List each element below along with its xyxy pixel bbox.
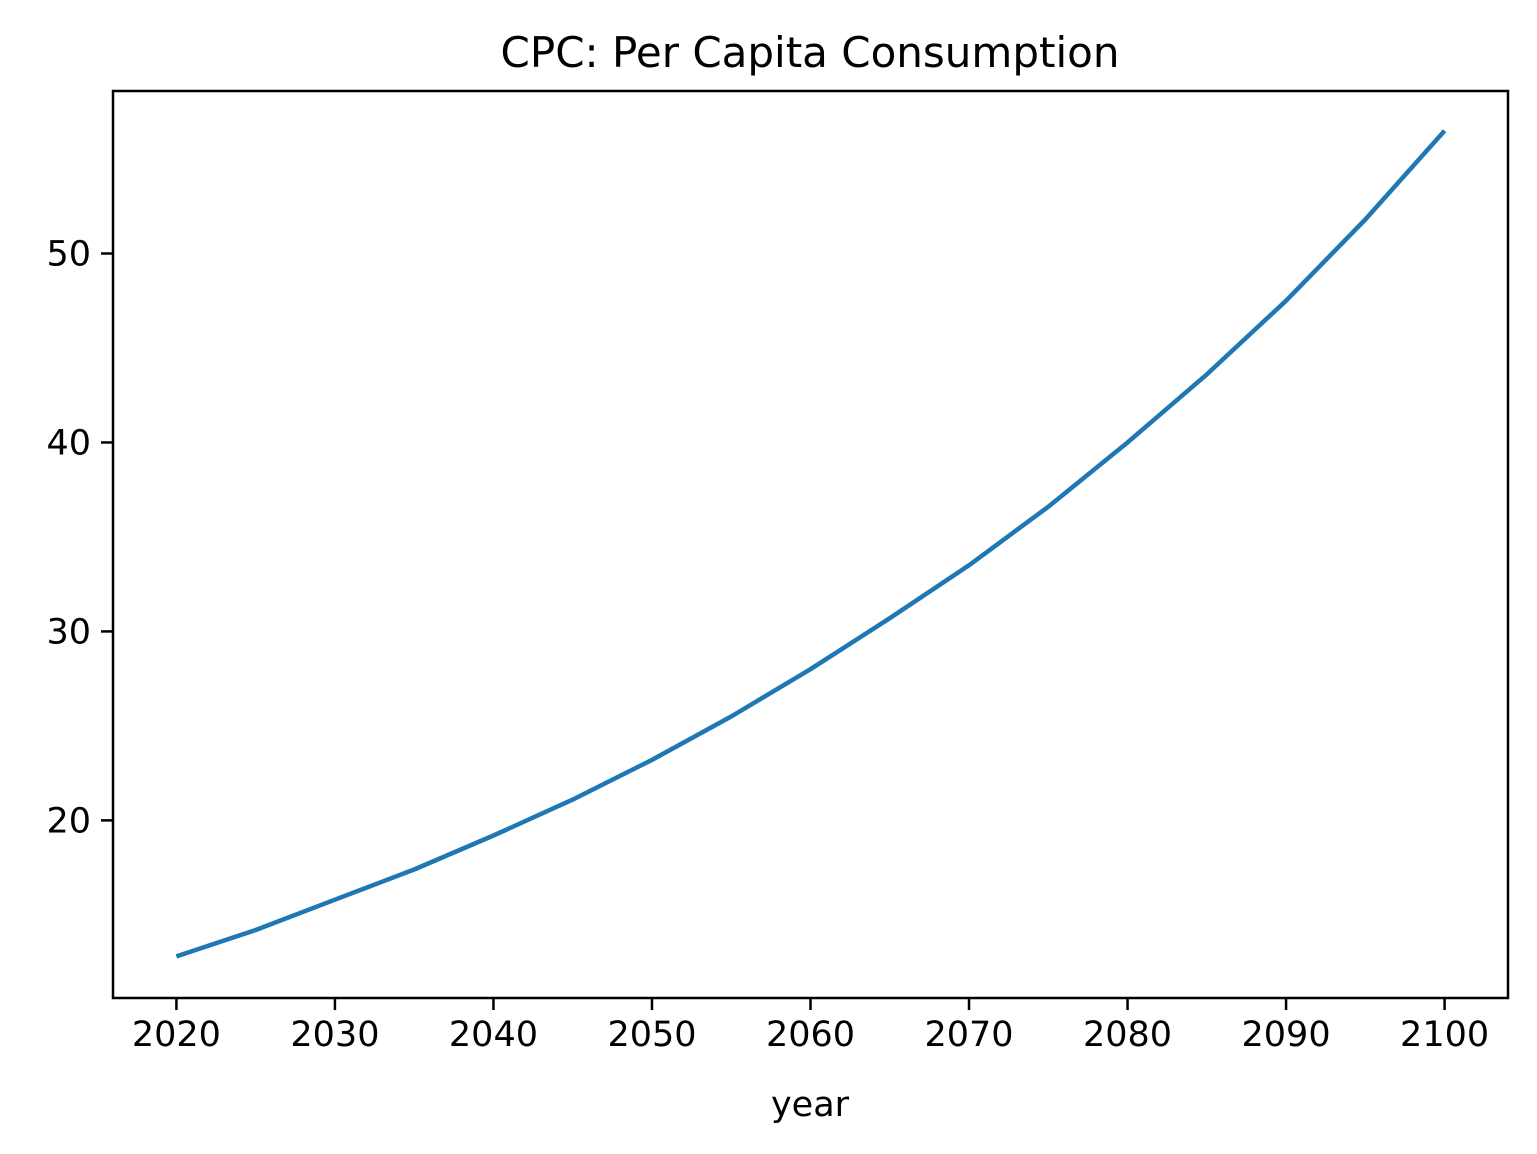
x-tick-label: 2080 <box>1083 1015 1172 1055</box>
y-tick-label: 20 <box>46 801 91 841</box>
y-tick-label: 50 <box>46 235 91 275</box>
x-tick-label: 2050 <box>607 1015 696 1055</box>
x-tick-label: 2100 <box>1400 1015 1489 1055</box>
y-tick-label: 30 <box>46 612 91 652</box>
series-layer <box>175 129 1447 959</box>
x-tick-label: 2030 <box>290 1015 379 1055</box>
x-axis-label: year <box>771 1085 850 1125</box>
y-tick-label: 40 <box>46 423 91 463</box>
series-line-0 <box>175 129 1447 959</box>
x-tick-label: 2040 <box>449 1015 538 1055</box>
x-axis-ticks: 2020 2030 2040 2050 2060 2070 2080 2090 2100 <box>132 998 1489 1055</box>
chart-title: CPC: Per Capita Consumption <box>501 28 1120 77</box>
y-axis-ticks: 20 30 40 50 <box>46 235 113 841</box>
plot-frame <box>111 89 1510 1000</box>
x-tick-label: 2090 <box>1242 1015 1331 1055</box>
x-tick-label: 2070 <box>924 1015 1013 1055</box>
x-tick-label: 2060 <box>766 1015 855 1055</box>
x-tick-label: 2020 <box>132 1015 221 1055</box>
